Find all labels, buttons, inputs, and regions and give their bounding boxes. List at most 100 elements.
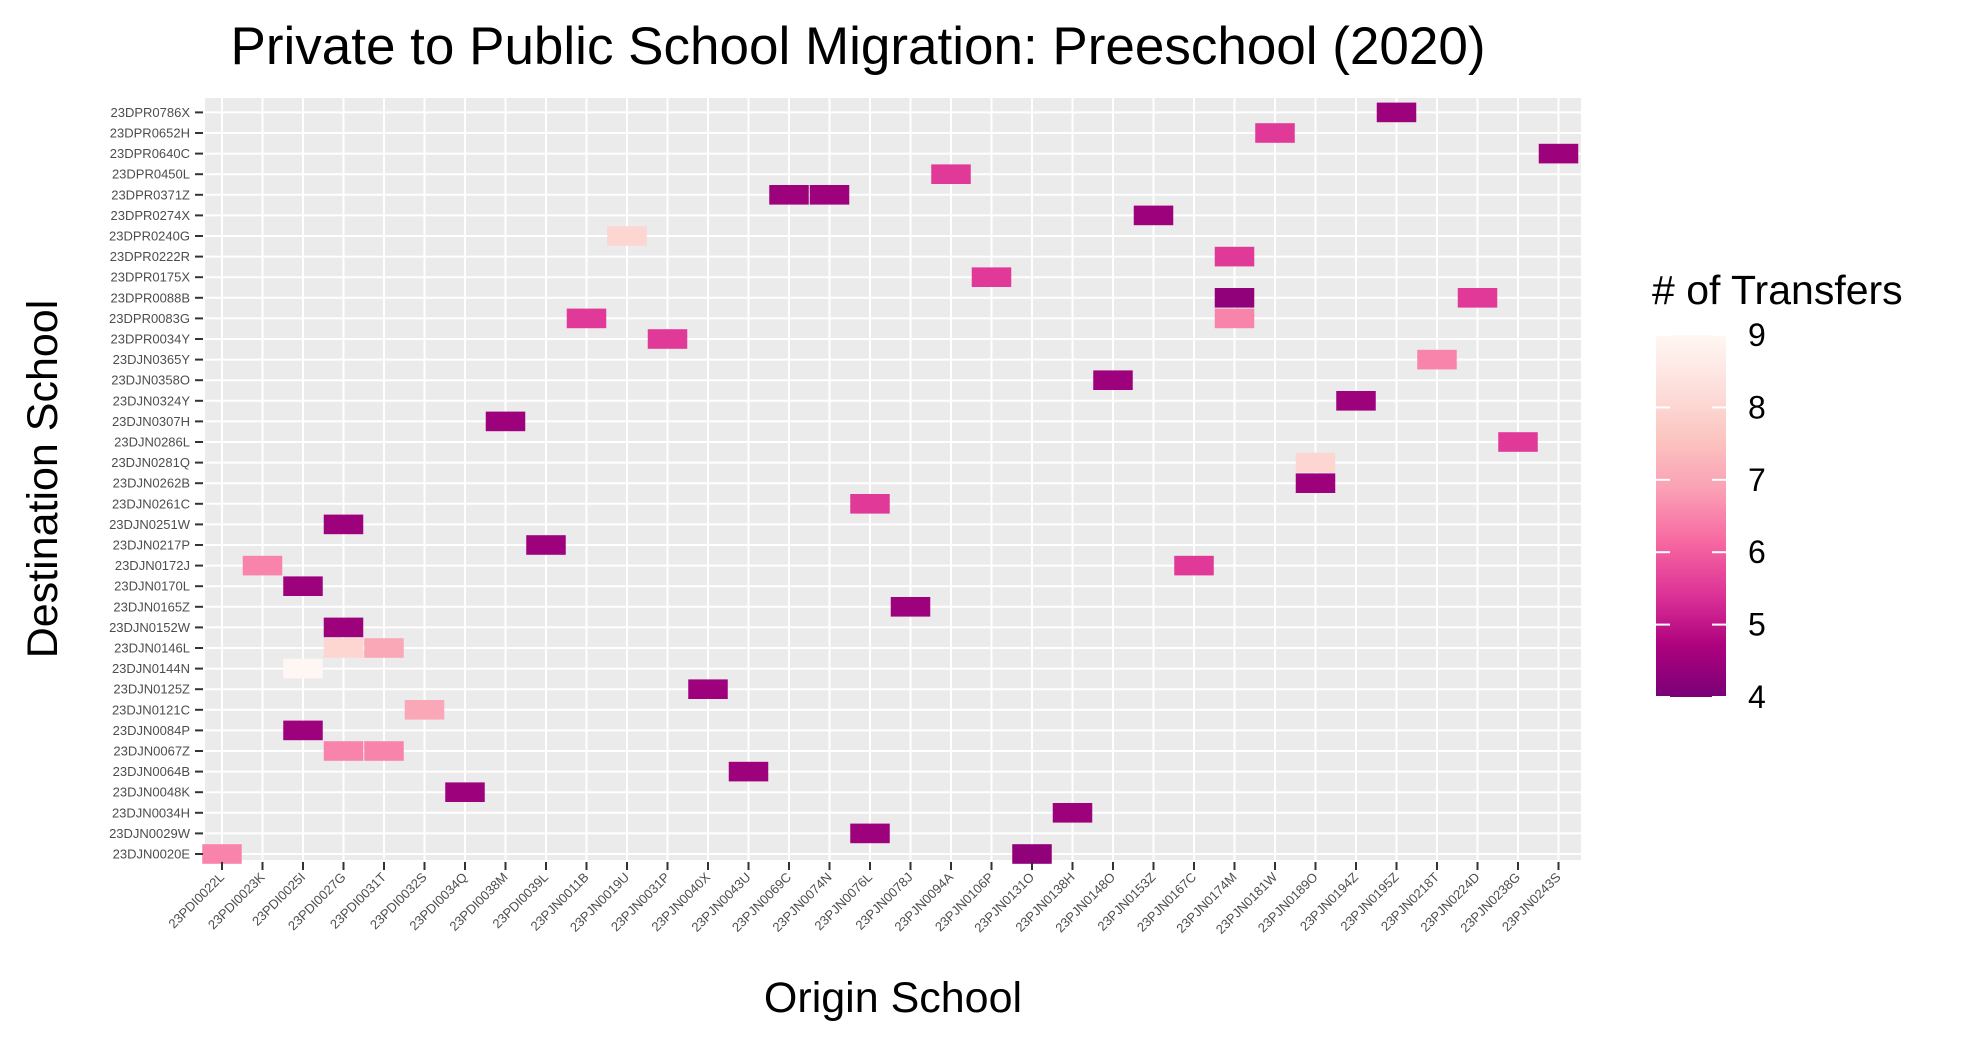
y-tick-label: 23DPR0652H — [110, 126, 190, 141]
y-tick-label: 23DPR0034Y — [111, 332, 191, 347]
y-tick-label: 23DJN0084P — [113, 723, 190, 738]
heatmap-cell — [971, 267, 1012, 287]
heatmap-cell — [1133, 205, 1174, 226]
y-tick-label: 23DPR0083G — [109, 311, 190, 326]
heatmap-cell — [1214, 246, 1255, 267]
y-tick-label: 23DPR0371Z — [111, 187, 190, 202]
y-tick-label: 23DJN0286L — [114, 435, 190, 450]
y-tick-label: 23DJN0121C — [112, 702, 190, 717]
heatmap-cell — [1295, 473, 1336, 493]
heatmap-cell — [890, 597, 931, 617]
heatmap-cell — [1093, 370, 1133, 390]
y-tick-label: 23DPR0450L — [112, 167, 190, 182]
heatmap-cell — [1376, 102, 1417, 123]
legend-ticks: 4 5 6 7 8 9 — [1656, 317, 1766, 715]
y-tick-label: 23DPR0640C — [110, 146, 190, 161]
y-tick-label: 23DJN0029W — [109, 826, 191, 841]
y-tick-label: 23DJN0170L — [114, 579, 190, 594]
heatmap-cell — [1174, 555, 1214, 576]
heatmap-cell — [323, 514, 364, 535]
y-tick-label: 23DJN0365Y — [113, 352, 191, 367]
y-tick-label: 23DJN0144N — [112, 661, 190, 676]
legend-colorbar — [1656, 335, 1726, 697]
y-tick-label: 23DPR0222R — [110, 249, 190, 264]
legend-title: # of Transfers — [1652, 267, 1903, 313]
chart-title: Private to Public School Migration: Pree… — [231, 17, 1486, 76]
heatmap-cell — [485, 411, 526, 432]
y-tick-label: 23DPR0786X — [111, 105, 191, 120]
heatmap-cell — [809, 185, 850, 205]
y-tick-label: 23DJN0125Z — [113, 682, 190, 697]
heatmap-cells — [202, 102, 1579, 864]
legend-tick-label: 7 — [1748, 462, 1766, 498]
y-tick-label: 23DJN0064B — [113, 764, 190, 779]
y-tick-label: 23DJN0146L — [114, 641, 190, 656]
y-tick-label: 23DJN0251W — [109, 517, 191, 532]
heatmap-cell — [404, 700, 445, 720]
y-tick-label: 23DJN0020E — [113, 847, 191, 862]
heatmap-cell — [364, 638, 404, 658]
grid-lines — [205, 98, 1581, 860]
heatmap-cell — [1012, 844, 1052, 864]
heatmap-cell — [647, 329, 688, 349]
y-tick-label: 23DPR0240G — [109, 229, 190, 244]
heatmap-cell — [769, 185, 809, 205]
legend: # of Transfers 4 5 6 7 8 9 — [1652, 267, 1903, 715]
heatmap-cell — [607, 226, 647, 246]
heatmap-cell — [445, 782, 485, 802]
y-tick-label: 23DPR0175X — [111, 270, 191, 285]
heatmap-cell — [728, 761, 769, 782]
y-tick-label: 23DJN0324Y — [113, 393, 191, 408]
heatmap-cell — [1498, 432, 1538, 452]
heatmap-cell — [850, 494, 890, 514]
x-axis-title: Origin School — [764, 974, 1022, 1022]
y-tick-label: 23DJN0262B — [113, 476, 190, 491]
y-tick-label: 23DJN0067Z — [113, 744, 190, 759]
heatmap-cell — [1214, 308, 1255, 329]
y-tick-label: 23DJN0281Q — [111, 455, 190, 470]
heatmap-cell — [566, 308, 607, 329]
y-tick-label: 23DJN0152W — [109, 620, 191, 635]
heatmap-cell — [931, 164, 971, 184]
heatmap-cell — [283, 658, 323, 679]
heatmap-cell — [1214, 288, 1255, 308]
heatmap-cell — [526, 535, 566, 555]
x-axis: 23PDI0022L23PDI0023K23PDI0025I23PDI0027G… — [165, 862, 1564, 937]
heatmap-cell — [1336, 391, 1376, 411]
heatmap-cell — [364, 741, 404, 761]
heatmap-cell — [850, 823, 890, 844]
heatmap-cell — [323, 741, 364, 761]
heatmap-cell — [323, 617, 364, 638]
legend-tick-label: 8 — [1748, 389, 1766, 425]
legend-tick-label: 9 — [1748, 317, 1766, 353]
heatmap-cell — [242, 555, 283, 576]
legend-tick-label: 6 — [1748, 534, 1766, 570]
y-axis: 23DJN0020E 23DJN0029W 23DJN0034H 23DJN0048K… — [109, 105, 203, 862]
y-tick-label: 23DJN0217P — [113, 538, 190, 553]
heatmap-cell — [688, 679, 728, 699]
heatmap-cell — [202, 844, 242, 864]
y-tick-label: 23DJN0165Z — [113, 599, 190, 614]
y-tick-label: 23DJN0358O — [111, 373, 190, 388]
heatmap-cell — [283, 576, 323, 596]
y-axis-title: Destination School — [19, 300, 67, 659]
y-tick-label: 23DPR0274X — [111, 208, 191, 223]
y-tick-label: 23DPR0088B — [111, 290, 191, 305]
y-tick-label: 23DJN0048K — [113, 785, 191, 800]
heatmap-cell — [1295, 452, 1336, 473]
heatmap-cell — [1255, 123, 1295, 143]
y-tick-label: 23DJN0172J — [115, 558, 190, 573]
y-tick-label: 23DJN0261C — [112, 496, 190, 511]
plot-panel — [205, 98, 1581, 860]
heatmap-cell — [1457, 288, 1498, 308]
y-tick-label: 23DJN0307H — [112, 414, 190, 429]
legend-tick-label: 5 — [1748, 607, 1766, 643]
heatmap-cell — [1052, 803, 1093, 823]
heatmap-cell — [1538, 143, 1579, 164]
y-tick-label: 23DJN0034H — [112, 805, 190, 820]
heatmap-cell — [323, 638, 364, 658]
legend-tick-label: 4 — [1748, 679, 1766, 715]
heatmap-cell — [1417, 349, 1457, 370]
heatmap-cell — [283, 720, 323, 741]
